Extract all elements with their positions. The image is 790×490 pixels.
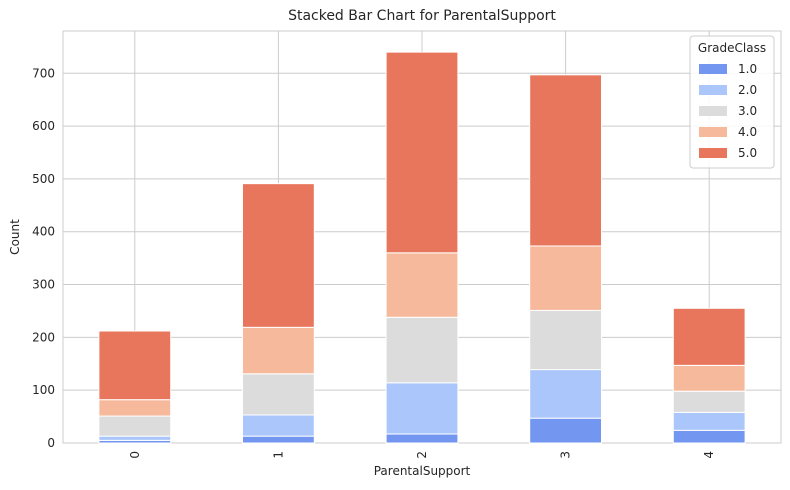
legend-swatch — [699, 127, 727, 137]
x-tick-label: 2 — [415, 451, 429, 459]
bar-segment — [98, 435, 172, 441]
x-tick-label: 1 — [271, 451, 285, 459]
bar-segment — [672, 411, 746, 431]
legend-label: 4.0 — [738, 125, 757, 139]
y-tick-label: 400 — [32, 225, 55, 239]
legend-swatch — [699, 106, 727, 116]
bar-segment — [529, 74, 603, 247]
legend-label: 1.0 — [738, 62, 757, 76]
legend-items: 1.0 2.0 3.0 4.0 5.0 — [699, 62, 757, 160]
bar-segment — [385, 382, 459, 435]
bar-segment — [98, 415, 172, 437]
legend: GradeClass 1.0 2.0 3.0 4.0 5.0 — [689, 35, 775, 169]
x-tick-label: 4 — [702, 451, 716, 459]
bar-segment — [529, 245, 603, 311]
bar-segment — [529, 309, 603, 371]
legend-swatch — [699, 85, 727, 95]
bar-segment — [242, 414, 315, 437]
bar-segment — [242, 183, 315, 328]
legend-swatch — [699, 148, 727, 158]
y-tick-label: 500 — [32, 172, 55, 186]
bar-segment — [385, 316, 459, 384]
bars — [98, 51, 746, 444]
bar-segment — [242, 435, 315, 444]
bar-segment — [385, 433, 459, 444]
x-tick-label: 3 — [559, 451, 573, 459]
y-tick-label: 200 — [32, 330, 55, 344]
y-tick-label: 600 — [32, 119, 55, 133]
x-axis-label: ParentalSupport — [374, 464, 471, 478]
tick-labels: 0 100 200 300 400 500 600 700 0 1 2 3 4 — [32, 66, 716, 458]
chart-title: Stacked Bar Chart for ParentalSupport — [288, 8, 556, 24]
legend-label: 2.0 — [738, 83, 757, 97]
legend-title: GradeClass — [698, 41, 766, 55]
y-tick-label: 0 — [47, 436, 55, 450]
bar-segment — [672, 364, 746, 392]
y-axis-label: Count — [8, 219, 22, 255]
legend-label: 5.0 — [738, 146, 757, 160]
bar-segment — [242, 373, 315, 416]
bar-segment — [385, 51, 459, 254]
bar-segment — [672, 390, 746, 413]
x-tick-label: 0 — [128, 451, 142, 459]
legend-label: 3.0 — [738, 104, 757, 118]
bar-segment — [529, 369, 603, 419]
bar-segment — [242, 326, 315, 375]
y-tick-label: 700 — [32, 66, 55, 80]
y-tick-label: 100 — [32, 383, 55, 397]
bar-segment — [672, 429, 746, 444]
legend-swatch — [699, 64, 727, 74]
bar-segment — [672, 307, 746, 366]
y-tick-label: 300 — [32, 278, 55, 292]
bar-segment — [529, 417, 603, 444]
bar-segment — [98, 399, 172, 417]
bar-segment — [385, 252, 459, 318]
bar-segment — [98, 330, 172, 401]
